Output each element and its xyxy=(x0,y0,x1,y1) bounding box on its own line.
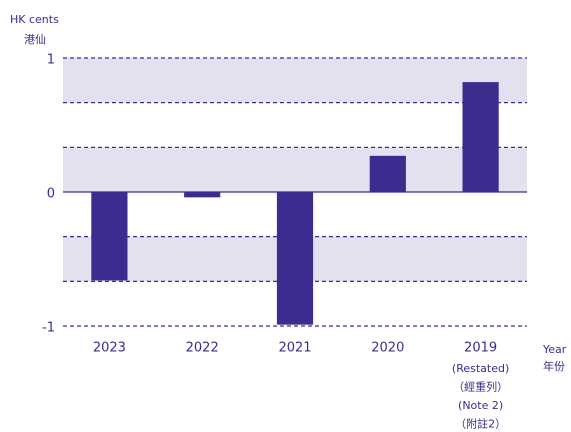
x-tick-note: (Restated) xyxy=(452,362,509,375)
band xyxy=(63,58,527,103)
x-tick-label: 2019 xyxy=(464,341,497,356)
y-axis-label: HK cents xyxy=(10,13,59,26)
bar xyxy=(462,82,499,192)
y-tick-label: 1 xyxy=(47,53,55,68)
x-tick-label: 2022 xyxy=(186,341,219,356)
x-tick-label: 2021 xyxy=(278,341,311,356)
x-tick-label: 2020 xyxy=(371,341,404,356)
band xyxy=(63,147,527,192)
x-tick-note: （經重列） xyxy=(453,380,508,394)
y-axis-label: 港仙 xyxy=(24,33,46,46)
bar xyxy=(369,155,406,192)
x-tick-note: (Note 2) xyxy=(458,399,503,412)
x-axis-label: 年份 xyxy=(543,359,565,373)
x-tick-label: 2023 xyxy=(93,341,126,356)
bar xyxy=(184,192,221,198)
bar xyxy=(276,192,314,325)
x-tick-note: （附註2） xyxy=(455,417,506,431)
y-tick-label: -1 xyxy=(42,321,55,336)
bar xyxy=(91,192,128,281)
x-axis-label: Year xyxy=(542,343,567,356)
y-tick-label: 0 xyxy=(47,187,55,202)
